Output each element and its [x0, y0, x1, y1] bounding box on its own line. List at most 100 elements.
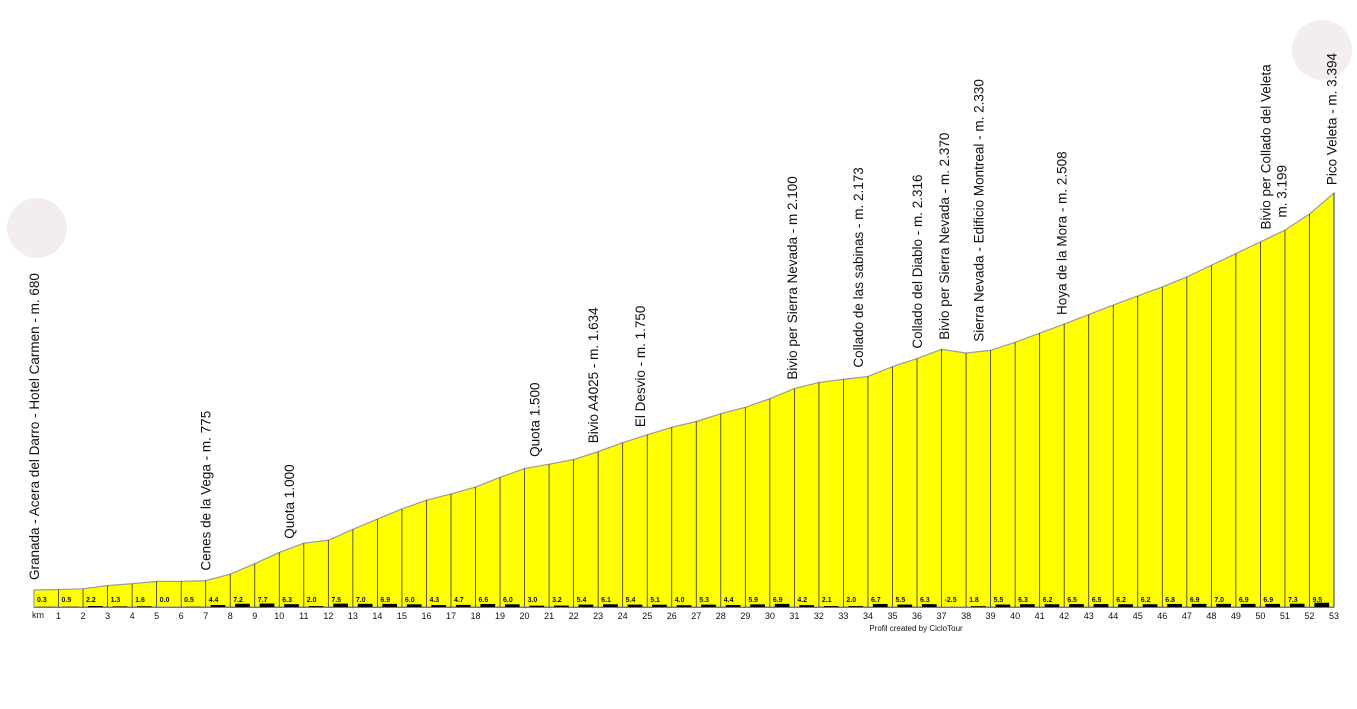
x-tick-label: 17 — [446, 611, 456, 621]
gradient-label: 5.4 — [577, 597, 587, 604]
gradient-bar — [1167, 603, 1182, 607]
gradient-label: 6.9 — [1239, 597, 1249, 604]
gradient-label: 6.9 — [380, 597, 390, 604]
gradient-label: 3.0 — [528, 597, 538, 604]
x-tick-label: 24 — [618, 611, 628, 621]
gradient-bar — [1240, 603, 1256, 607]
x-tick-label: 18 — [471, 611, 481, 621]
x-tick-label: 19 — [495, 611, 505, 621]
x-tick-label: 13 — [348, 611, 358, 621]
gradient-label: 6.9 — [1190, 597, 1200, 604]
gradient-bar — [897, 604, 913, 607]
x-tick-label: 22 — [569, 611, 579, 621]
gradient-label: 6.0 — [503, 597, 513, 604]
gradient-label: 6.5 — [1092, 597, 1102, 604]
x-tick-label: 26 — [667, 611, 677, 621]
gradient-label: 1.3 — [111, 597, 121, 604]
gradient-label: 0.3 — [37, 597, 47, 604]
gradient-bar — [284, 604, 299, 607]
gradient-bar — [1289, 603, 1305, 607]
x-tick-label: 40 — [1010, 611, 1020, 621]
waypoint-label: Collado de las sabinas - m. 2.173 — [851, 167, 866, 367]
gradient-label: -2.5 — [945, 597, 957, 604]
waypoint-label: Granada - Acera del Darro - Hotel Carmen… — [27, 273, 42, 580]
gradient-label: 2.1 — [822, 597, 832, 604]
x-tick-label: 6 — [179, 611, 184, 621]
gradient-bar — [701, 604, 716, 607]
gradient-bar — [578, 604, 594, 607]
gradient-bar — [1044, 604, 1060, 607]
gradient-label: 3.2 — [552, 597, 562, 604]
gradient-label: 5.5 — [994, 597, 1004, 604]
x-tick-label: 31 — [789, 611, 799, 621]
gradient-bar — [676, 605, 692, 607]
gradient-label: 1.6 — [135, 597, 145, 604]
x-tick-label: 29 — [740, 611, 750, 621]
gradient-label: 4.2 — [797, 597, 807, 604]
x-tick-label: 46 — [1157, 611, 1167, 621]
waypoint-label: Bivio per Sierra Nevada - m. 2.370 — [937, 133, 952, 340]
x-tick-label: 52 — [1304, 611, 1314, 621]
waypoint-label: El Desvio - m. 1.750 — [633, 306, 648, 428]
x-tick-label: 21 — [544, 611, 554, 621]
waypoint-label: Sierra Nevada - Edificio Montreal - m. 2… — [971, 79, 986, 342]
gradient-bar — [406, 604, 422, 607]
x-axis-label: km — [32, 610, 44, 620]
gradient-bar — [799, 605, 814, 607]
gradient-bar — [848, 606, 864, 607]
gradient-bar — [554, 605, 569, 607]
x-tick-label: 2 — [81, 611, 86, 621]
x-tick-label: 30 — [765, 611, 775, 621]
gradient-label: 7.5 — [331, 597, 341, 604]
gradient-label: 0.5 — [184, 597, 194, 604]
gradient-label: 0.5 — [62, 597, 72, 604]
gradient-bar — [1216, 603, 1231, 607]
gradient-bar — [357, 603, 373, 607]
gradient-label: 6.6 — [479, 597, 489, 604]
x-tick-label: 49 — [1231, 611, 1241, 621]
gradient-label: 6.2 — [1141, 597, 1151, 604]
x-tick-label: 11 — [299, 611, 308, 621]
gradient-bar — [1069, 604, 1084, 607]
x-tick-label: 43 — [1084, 611, 1094, 621]
gradient-bar — [87, 606, 103, 607]
gradient-label: 2.2 — [86, 597, 96, 604]
gradient-label: 4.4 — [209, 597, 219, 604]
x-tick-label: 33 — [838, 611, 848, 621]
gradient-label: 5.1 — [650, 597, 660, 604]
x-tick-label: 41 — [1035, 611, 1045, 621]
waypoint-label: Hoya de la Mora - m. 2.508 — [1055, 151, 1070, 315]
gradient-bar — [504, 604, 520, 607]
gradient-label: 4.3 — [429, 597, 439, 604]
gradient-bar — [1142, 604, 1158, 607]
gradient-label: 1.8 — [969, 597, 979, 604]
gradient-label: 2.0 — [307, 597, 317, 604]
gradient-label: 6.9 — [1263, 597, 1273, 604]
waypoint-label: Bivio per Sierra Nevada - m 2.100 — [785, 176, 800, 379]
gradient-bar — [823, 606, 839, 607]
elevation-profile — [33, 191, 1335, 608]
gradient-label: 7.0 — [1214, 597, 1224, 604]
x-tick-label: 7 — [203, 611, 208, 621]
gradient-bar — [333, 603, 348, 607]
x-tick-label: 28 — [716, 611, 726, 621]
x-tick-label: 36 — [912, 611, 922, 621]
x-tick-label: 39 — [986, 611, 996, 621]
x-tick-label: 38 — [961, 611, 971, 621]
x-tick-label: 51 — [1280, 611, 1290, 621]
gradient-label: 7.2 — [233, 597, 243, 604]
gradient-label: 5.4 — [626, 597, 636, 604]
gradient-bar — [627, 604, 643, 607]
x-tick-label: 44 — [1108, 611, 1118, 621]
gradient-bar — [725, 605, 741, 607]
gradient-label: 4.0 — [675, 597, 685, 604]
finish-badge — [1292, 20, 1352, 80]
gradient-bar — [603, 604, 618, 607]
start-badge — [7, 198, 67, 258]
x-tick-label: 27 — [691, 611, 701, 621]
x-tick-label: 37 — [937, 611, 947, 621]
gradient-bar — [1265, 603, 1281, 607]
x-tick-label: 53 — [1329, 611, 1339, 621]
x-tick-label: 10 — [274, 611, 284, 621]
